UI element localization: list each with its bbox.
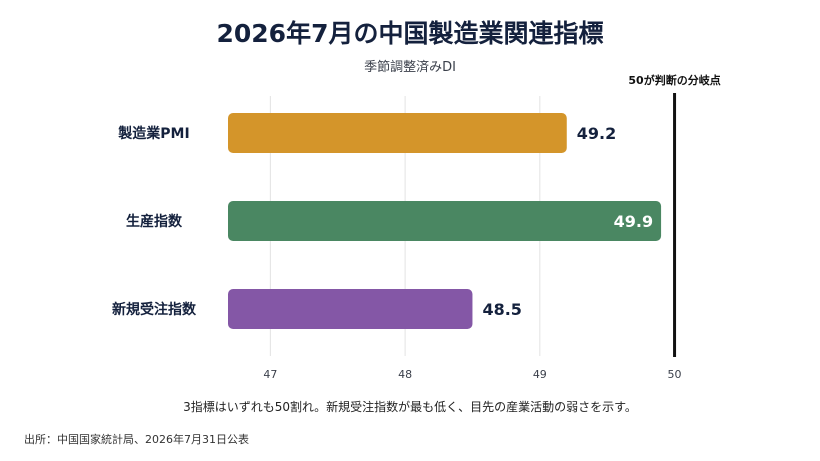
value-label-3: 48.5: [482, 300, 521, 319]
source-note: 出所：中国国家統計局、2026年7月31日公表: [24, 433, 249, 446]
value-label-2: 49.9: [614, 212, 653, 231]
x-tick-label-48: 48: [398, 368, 412, 381]
category-label-3: 新規受注指数: [112, 301, 197, 318]
bar-2: [228, 201, 662, 241]
x-tick-label-49: 49: [533, 368, 547, 381]
category-label-1: 製造業PMI: [117, 125, 189, 142]
category-label-2: 生産指数: [126, 213, 183, 230]
chart-subtitle: 季節調整済みDI: [364, 60, 456, 75]
bar-1: [228, 113, 567, 153]
chart-title: 2026年7月の中国製造業関連指標: [216, 19, 604, 48]
threshold-label: 50が判断の分岐点: [628, 73, 720, 87]
bar-3: [228, 289, 473, 329]
value-label-1: 49.2: [577, 124, 616, 143]
chart-note: 3指標はいずれも50割れ。新規受注指数が最も低く、目先の産業活動の弱さを示す。: [183, 400, 637, 414]
x-tick-label-50: 50: [668, 368, 682, 381]
x-tick-label-47: 47: [263, 368, 277, 381]
